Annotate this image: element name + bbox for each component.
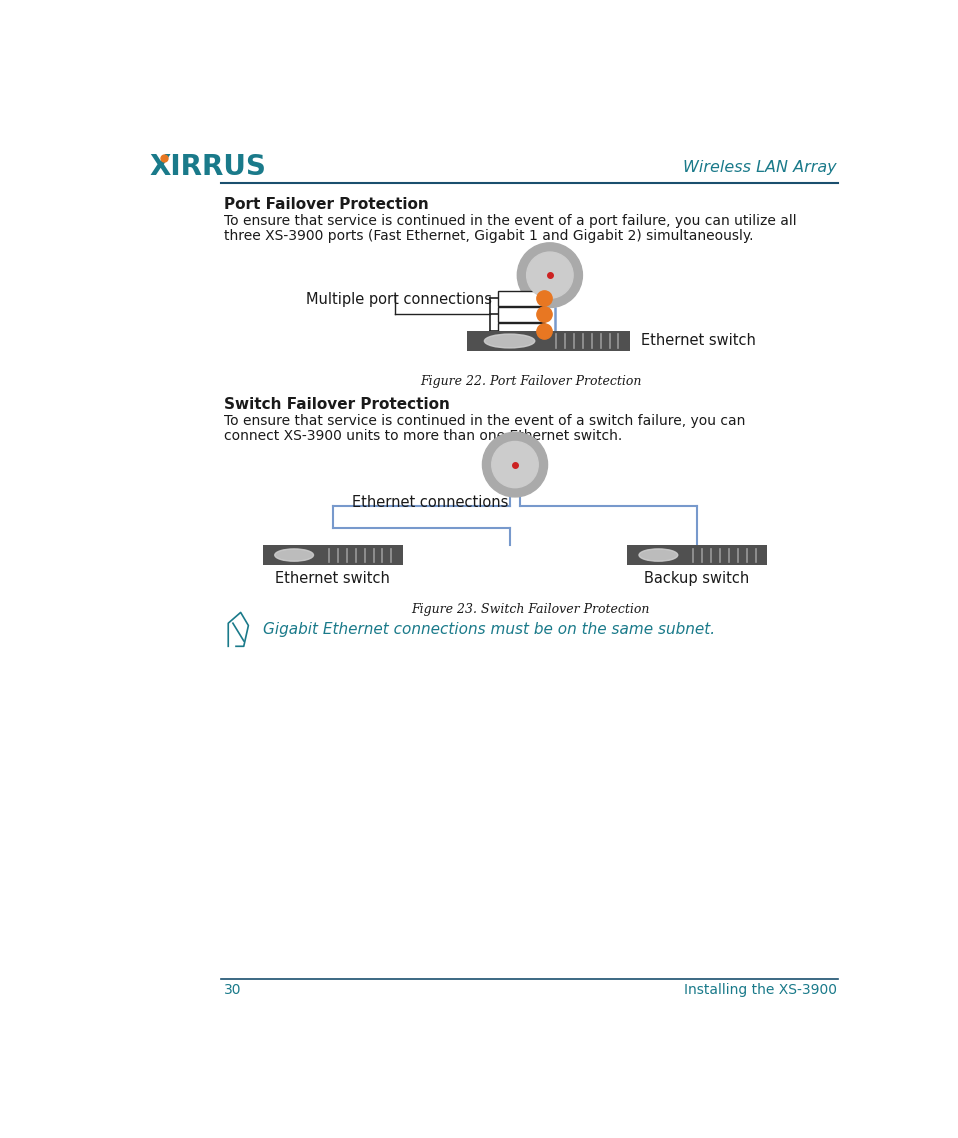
Bar [263,545,402,564]
Text: Multiple port connections: Multiple port connections [306,292,491,307]
Circle shape [517,242,582,307]
Text: Installing the XS-3900: Installing the XS-3900 [684,983,836,997]
Text: three XS-3900 ports (Fast Ethernet, Gigabit 1 and Gigabit 2) simultaneously.: three XS-3900 ports (Fast Ethernet, Giga… [224,229,754,242]
Text: Port Failover Protection: Port Failover Protection [224,197,429,212]
Text: Ethernet switch: Ethernet switch [276,571,390,586]
Bar [627,545,766,564]
Text: Wireless LAN Array: Wireless LAN Array [683,159,836,175]
Circle shape [483,432,548,497]
Text: To ensure that service is continued in the event of a port failure, you can util: To ensure that service is continued in t… [224,214,797,228]
Ellipse shape [485,335,535,348]
Text: Ethernet connections: Ethernet connections [353,495,509,510]
Bar [498,290,544,306]
Bar [498,307,544,322]
Text: Backup switch: Backup switch [645,571,750,586]
Text: Switch Failover Protection: Switch Failover Protection [224,397,450,412]
Text: connect XS-3900 units to more than one Ethernet switch.: connect XS-3900 units to more than one E… [224,429,623,443]
Text: 30: 30 [224,983,241,997]
Bar [467,331,629,351]
Text: XIRRUS: XIRRUS [149,154,266,181]
Text: To ensure that service is continued in the event of a switch failure, you can: To ensure that service is continued in t… [224,414,745,428]
Ellipse shape [275,549,313,561]
Circle shape [527,251,573,298]
Text: Figure 22. Port Failover Protection: Figure 22. Port Failover Protection [420,376,641,388]
Text: Figure 23. Switch Failover Protection: Figure 23. Switch Failover Protection [411,603,650,616]
Bar [498,323,544,338]
Circle shape [491,442,538,488]
Text: Ethernet switch: Ethernet switch [641,333,756,348]
Text: Gigabit Ethernet connections must be on the same subnet.: Gigabit Ethernet connections must be on … [263,621,716,637]
Ellipse shape [639,549,677,561]
